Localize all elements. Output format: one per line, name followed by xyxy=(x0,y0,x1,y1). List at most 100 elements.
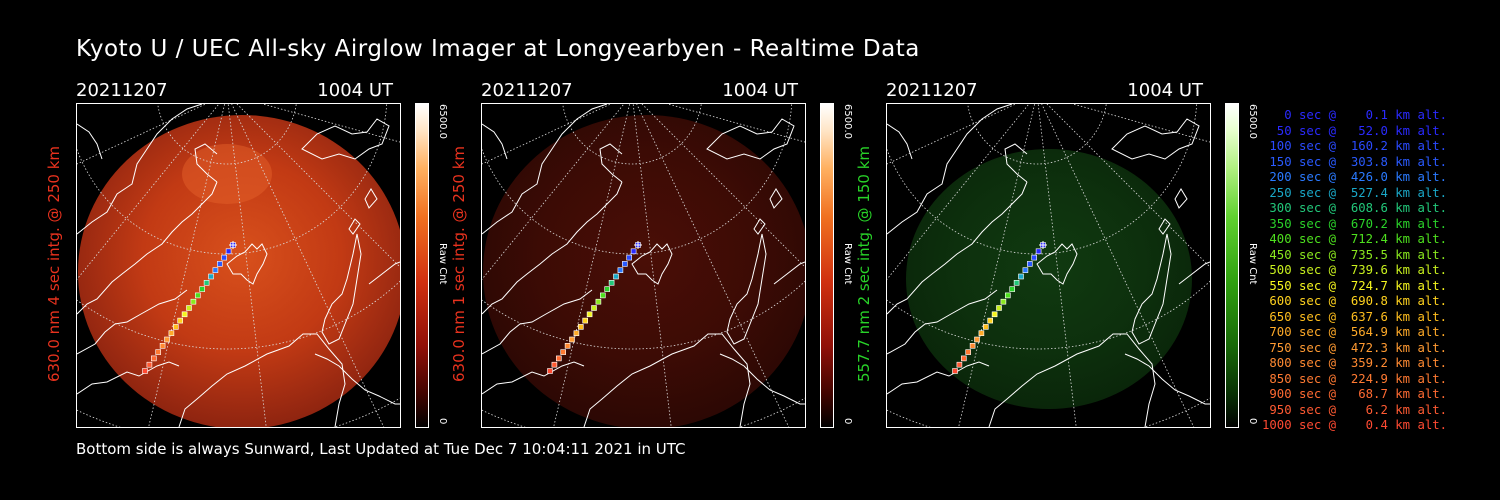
trajectory-point xyxy=(991,311,998,318)
trajectory-point xyxy=(208,273,214,280)
trajectory-point xyxy=(573,330,580,336)
legend-row: 300 sec @ 608.6 km alt. xyxy=(1262,201,1448,215)
trajectory-point xyxy=(978,330,985,336)
colorbar xyxy=(820,103,834,428)
trajectory-point xyxy=(1009,286,1015,292)
trajectory-point xyxy=(221,254,227,261)
trajectory-point xyxy=(600,292,606,299)
colorbar-unit-label: Raw Cnt xyxy=(1247,243,1258,285)
legend-row: 450 sec @ 735.5 km alt. xyxy=(1262,247,1448,262)
trajectory-legend: 0 sec @ 0.1 km alt. 50 sec @ 52.0 km alt… xyxy=(1262,108,1448,434)
trajectory-point xyxy=(168,330,175,336)
trajectory-point xyxy=(569,336,575,343)
colorbar-max-label: 6500.0 xyxy=(842,104,853,139)
trajectory-point xyxy=(203,280,210,286)
trajectory-point xyxy=(586,311,593,318)
legend-row: 950 sec @ 6.2 km alt. xyxy=(1262,402,1448,417)
trajectory-point xyxy=(186,305,192,311)
legend-row: 200 sec @ 426.0 km alt. xyxy=(1262,170,1448,184)
legend-row: 850 sec @ 224.9 km alt. xyxy=(1262,371,1448,386)
trajectory-point xyxy=(142,368,148,374)
panel-date: 20211207 xyxy=(76,80,168,101)
trajectory-point xyxy=(177,317,183,324)
colorbar xyxy=(1225,103,1239,428)
trajectory-point xyxy=(1018,273,1024,280)
trajectory-point xyxy=(556,355,562,362)
footer-note: Bottom side is always Sunward, Last Upda… xyxy=(76,440,686,458)
allsky-image xyxy=(886,103,1211,428)
trajectory-point xyxy=(551,361,558,368)
colorbar-min-label: 0 xyxy=(842,418,853,425)
imager-panel-2: 20211207 1004 UT 630.0 nm 1 sec intg. @ 25… xyxy=(450,80,876,430)
colorbar-min-label: 0 xyxy=(437,418,448,425)
trajectory-point xyxy=(1005,292,1011,299)
legend-row: 600 sec @ 690.8 km alt. xyxy=(1262,294,1448,308)
panel-date: 20211207 xyxy=(481,80,573,101)
trajectory-point xyxy=(952,368,958,374)
panel-time: 1004 UT xyxy=(1127,80,1203,101)
trajectory-point xyxy=(591,305,597,311)
trajectory-point xyxy=(225,248,232,255)
trajectory-point xyxy=(1000,298,1007,305)
trajectory-point xyxy=(217,261,223,267)
trajectory-point xyxy=(1031,254,1037,261)
panel-wavelength-label: 630.0 nm 1 sec intg. @ 250 km xyxy=(450,145,468,383)
trajectory-point xyxy=(560,349,566,355)
trajectory-point xyxy=(547,368,553,374)
legend-row: 500 sec @ 739.6 km alt. xyxy=(1262,263,1448,277)
panel-time: 1004 UT xyxy=(722,80,798,101)
trajectory-point xyxy=(578,324,584,330)
trajectory-point xyxy=(173,324,179,330)
trajectory-point xyxy=(146,361,153,368)
trajectory-point xyxy=(582,317,588,324)
legend-row: 800 sec @ 359.2 km alt. xyxy=(1262,356,1448,370)
allsky-image xyxy=(481,103,806,428)
colorbar xyxy=(415,103,429,428)
trajectory-point xyxy=(987,317,993,324)
trajectory-point xyxy=(564,343,571,349)
trajectory-point xyxy=(151,355,157,362)
trajectory-point xyxy=(595,298,602,305)
trajectory-point xyxy=(965,349,971,355)
legend-row: 150 sec @ 303.8 km alt. xyxy=(1262,154,1448,169)
legend-row: 350 sec @ 670.2 km alt. xyxy=(1262,216,1448,231)
trajectory-point xyxy=(956,361,963,368)
trajectory-point xyxy=(622,261,628,267)
trajectory-point xyxy=(630,248,637,255)
trajectory-point xyxy=(974,336,980,343)
trajectory-point xyxy=(155,349,161,355)
colorbar-max-label: 6500.0 xyxy=(1247,104,1258,139)
panel-wavelength-label: 630.0 nm 4 sec intg. @ 250 km xyxy=(45,145,63,383)
trajectory-point xyxy=(181,311,188,318)
trajectory-point xyxy=(195,292,201,299)
legend-row: 100 sec @ 160.2 km alt. xyxy=(1262,139,1448,153)
trajectory-point xyxy=(613,273,619,280)
trajectory-point xyxy=(961,355,967,362)
legend-row: 50 sec @ 52.0 km alt. xyxy=(1262,123,1448,138)
legend-row: 650 sec @ 637.6 km alt. xyxy=(1262,309,1448,324)
colorbar-min-label: 0 xyxy=(1247,418,1258,425)
trajectory-point xyxy=(190,298,197,305)
trajectory-point xyxy=(608,280,615,286)
legend-row: 250 sec @ 527.4 km alt. xyxy=(1262,185,1448,200)
legend-row: 900 sec @ 68.7 km alt. xyxy=(1262,387,1448,401)
trajectory-point xyxy=(199,286,205,292)
trajectory-point xyxy=(212,267,219,273)
allsky-image xyxy=(76,103,401,428)
trajectory-point xyxy=(996,305,1002,311)
legend-row: 0 sec @ 0.1 km alt. xyxy=(1262,108,1448,122)
legend-row: 750 sec @ 472.3 km alt. xyxy=(1262,340,1448,355)
trajectory-point xyxy=(626,254,632,261)
colorbar-max-label: 6500.0 xyxy=(437,104,448,139)
legend-row: 550 sec @ 724.7 km alt. xyxy=(1262,278,1448,293)
panel-time: 1004 UT xyxy=(317,80,393,101)
trajectory-point xyxy=(1013,280,1020,286)
trajectory-point xyxy=(617,267,624,273)
trajectory-point xyxy=(604,286,610,292)
legend-row: 400 sec @ 712.4 km alt. xyxy=(1262,232,1448,246)
trajectory-point xyxy=(1035,248,1042,255)
panel-date: 20211207 xyxy=(886,80,978,101)
imager-panel-3: 20211207 1004 UT 557.7 nm 2 sec intg. @ 15… xyxy=(855,80,1281,430)
imager-panel-1: 20211207 1004 UT 630.0 nm 4 sec intg. @ 25… xyxy=(45,80,471,430)
trajectory-point xyxy=(159,343,166,349)
